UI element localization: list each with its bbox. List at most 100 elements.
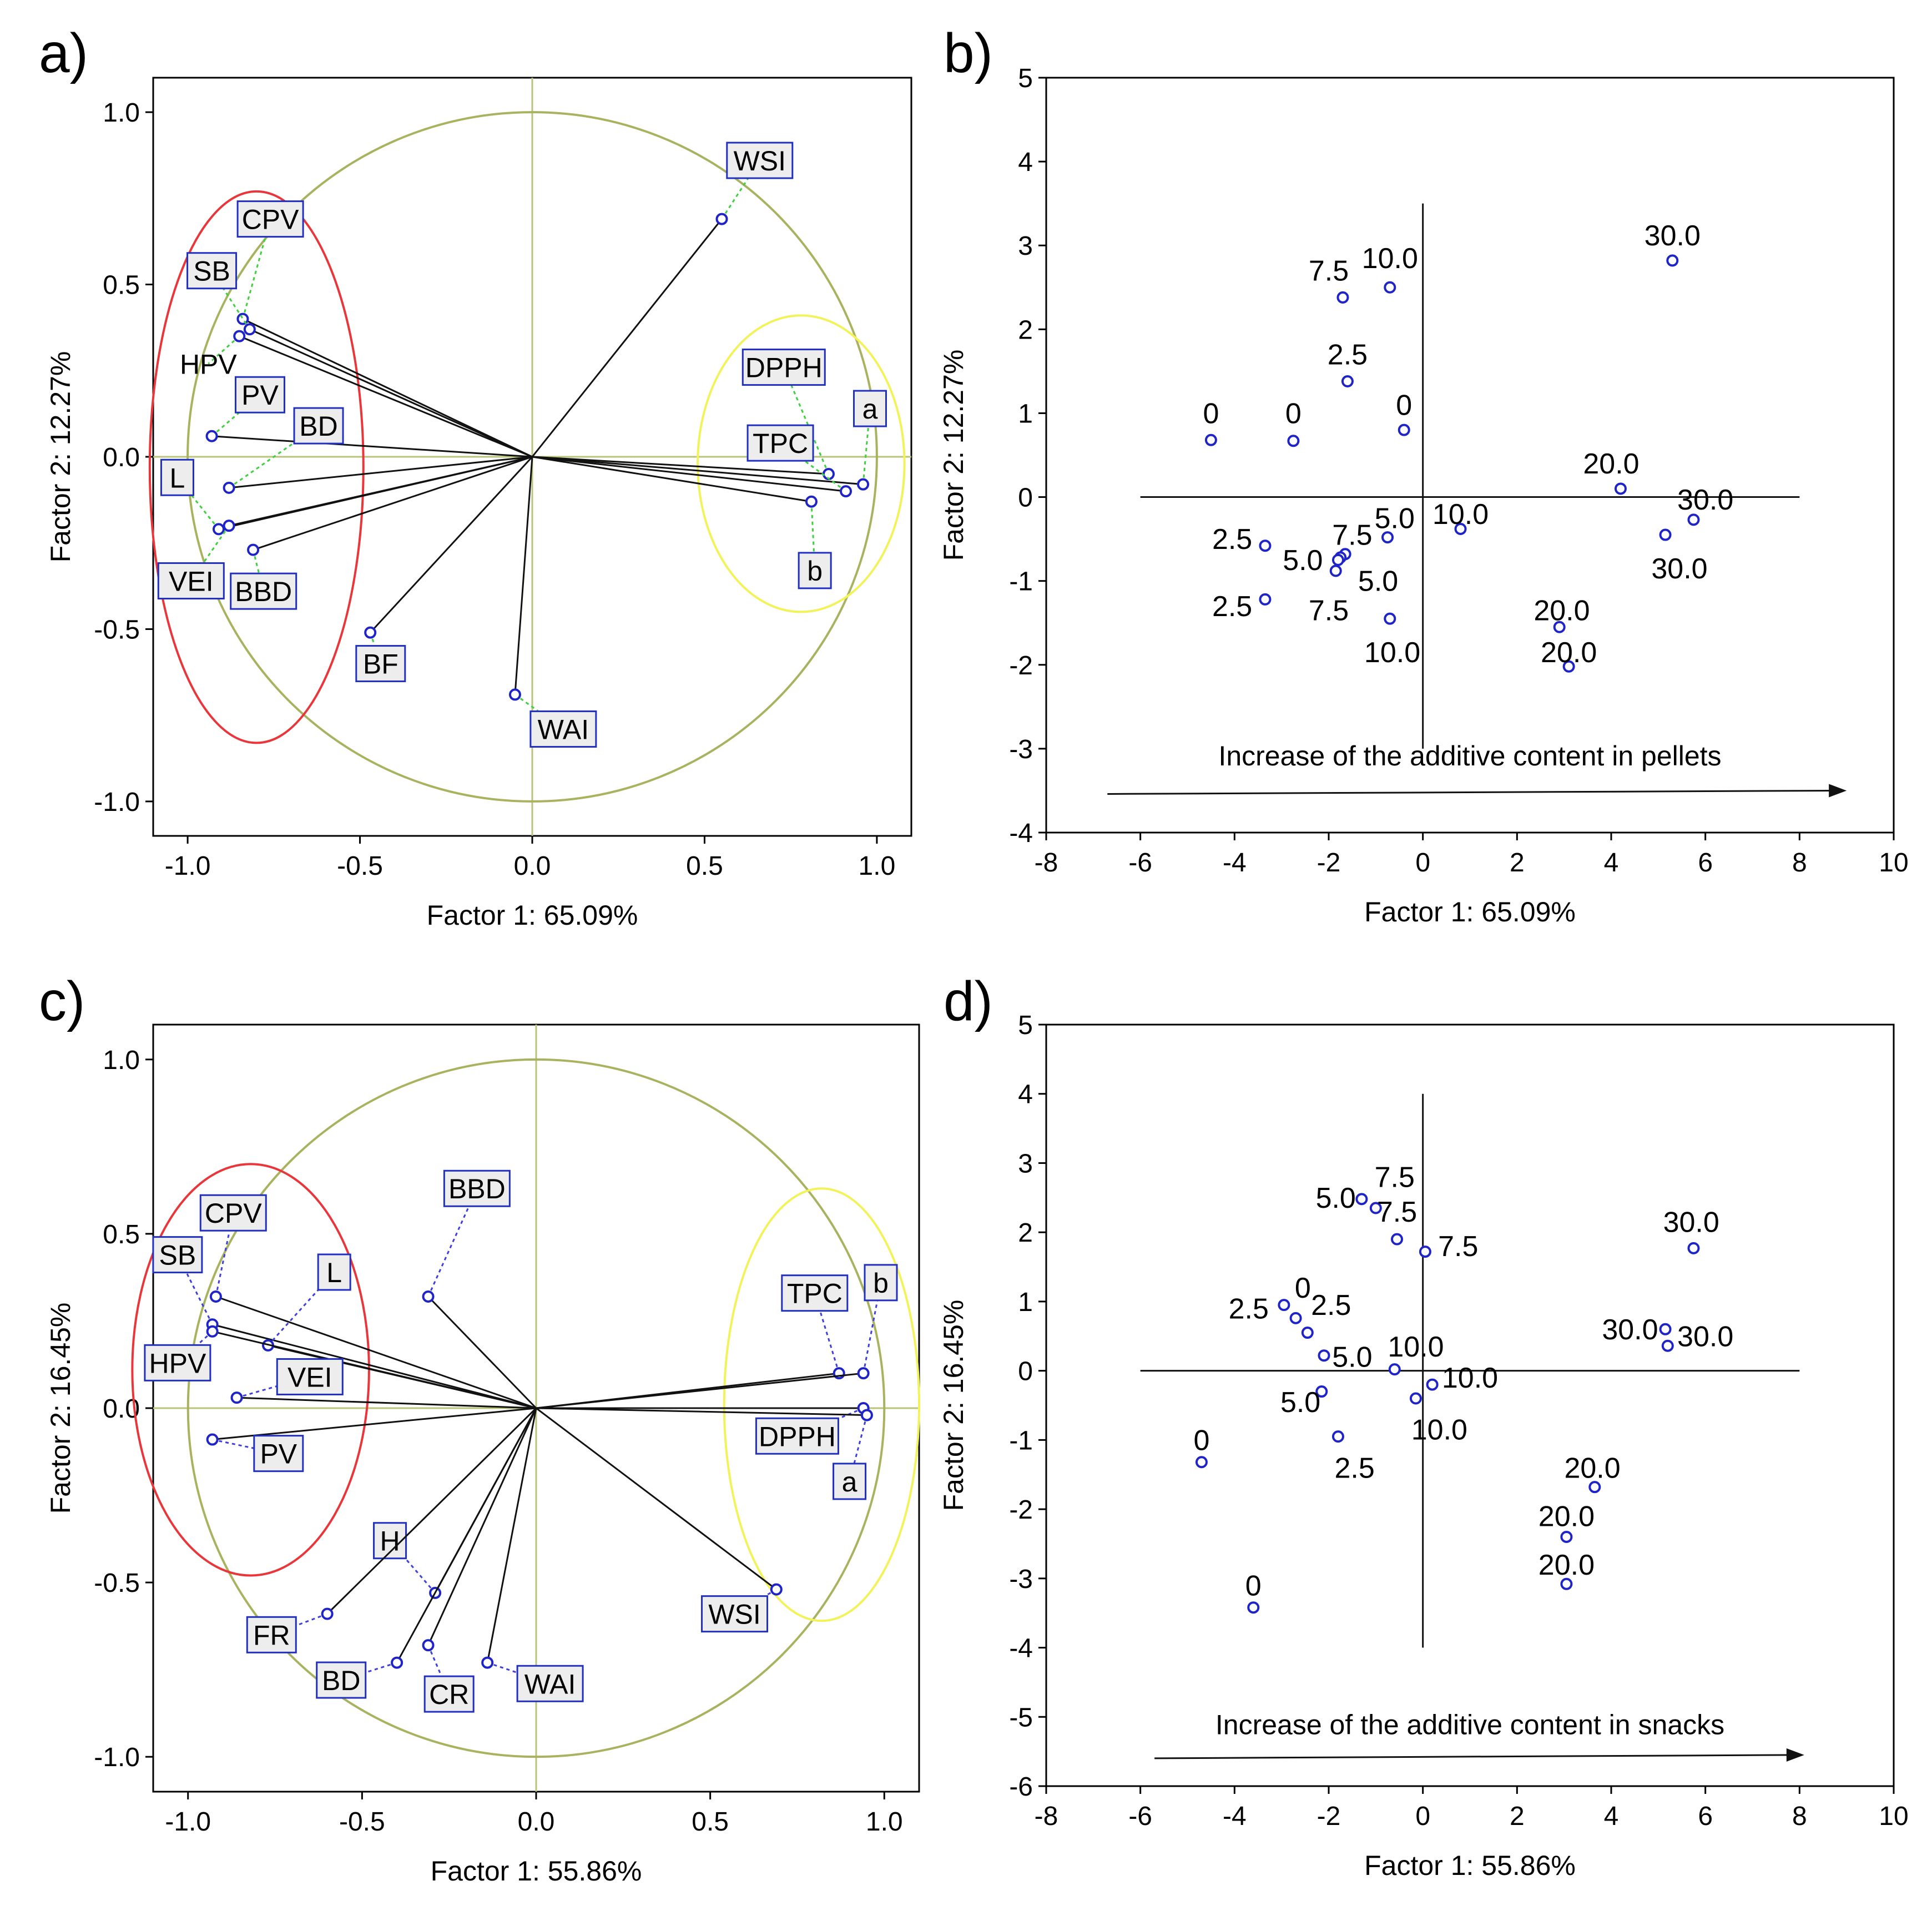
y-tick-label: 0	[1018, 483, 1033, 513]
score-point	[1331, 1430, 1344, 1443]
score-label: 5.0	[1358, 566, 1398, 598]
loading-point	[805, 495, 818, 508]
label-leader	[389, 1540, 436, 1594]
variable-label-box	[316, 1661, 367, 1699]
loading-vector	[427, 1295, 537, 1409]
score-point	[1247, 1601, 1260, 1614]
group-ellipse	[723, 1187, 921, 1622]
loading-vector	[536, 1372, 864, 1409]
variable-label: FR	[253, 1620, 290, 1651]
score-label: 0	[1245, 1570, 1262, 1602]
variable-label: a	[862, 394, 878, 425]
label-leader	[208, 335, 240, 365]
variable-label: WSI	[708, 1599, 760, 1630]
loading-point	[206, 1325, 219, 1338]
variable-label-box	[276, 1358, 344, 1395]
x-tick-label: 0	[1415, 1802, 1430, 1831]
panel-c: c)-1.0 -0.5 0.0 0.5 1.0-1.0-0.50.00.51.0Fact…	[39, 970, 921, 1887]
y-tick-label: -0.5	[94, 615, 140, 644]
loading-point	[364, 626, 377, 639]
y-tick-label: 0.0	[103, 443, 140, 472]
panel-label: d)	[944, 970, 993, 1032]
score-label: 10.0	[1364, 637, 1420, 669]
trend-arrow-head	[1829, 784, 1847, 798]
variable-label-box	[701, 1595, 769, 1633]
loading-vector	[532, 456, 864, 486]
score-label: 30.0	[1677, 484, 1733, 516]
loading-point	[230, 1391, 243, 1404]
score-point	[1388, 1363, 1401, 1376]
variable-label: DPPH	[759, 1421, 836, 1452]
variable-label-box	[157, 562, 225, 600]
variable-label-box	[230, 572, 297, 610]
loading-point	[321, 1607, 334, 1620]
loading-vector	[212, 1330, 537, 1409]
variable-label-box	[423, 1675, 475, 1713]
score-label: 10.0	[1442, 1362, 1498, 1394]
variable-label-box	[236, 200, 304, 238]
variable-label-box	[516, 1665, 584, 1702]
y-tick-label: -1	[1009, 1426, 1033, 1455]
variable-label: BD	[299, 411, 337, 442]
score-label: 7.5	[1309, 255, 1349, 288]
y-axis-label: Factor 2: 12.27%	[45, 351, 76, 563]
variable-label-box	[253, 1435, 304, 1473]
score-label: 7.5	[1438, 1231, 1478, 1263]
score-label: 0	[1396, 389, 1412, 421]
x-axis-label: Factor 1: 55.86%	[431, 1856, 642, 1887]
trend-annotation: Increase of the additive content in snac…	[1215, 1709, 1724, 1740]
x-tick-label: -4	[1223, 848, 1247, 878]
variable-label-box	[160, 458, 194, 496]
score-point	[1318, 1349, 1330, 1362]
loading-vector	[326, 1407, 537, 1615]
panel-a: a) -1.0 -0.5 0.0 0.5 1.0 -1.0 -0.5 0.0 0.5 1.0 Fact…	[39, 22, 912, 931]
loading-vector	[531, 218, 723, 457]
score-point	[1384, 281, 1396, 294]
score-label: 30.0	[1663, 1206, 1719, 1238]
label-leader	[211, 270, 251, 330]
y-tick-label: 1	[1018, 1288, 1033, 1317]
y-axis-label: Factor 2: 16.45%	[45, 1303, 76, 1514]
loading-point	[770, 1583, 783, 1596]
score-point	[1661, 1339, 1674, 1352]
loading-point	[223, 481, 235, 494]
x-tick-label: 0.5	[686, 851, 723, 881]
y-tick-label: 0.5	[103, 1220, 140, 1249]
variable-label-box	[317, 1253, 351, 1291]
variable-label: CPV	[205, 1198, 262, 1229]
x-tick-label: 8	[1792, 848, 1807, 878]
label-leader	[862, 1282, 882, 1374]
score-label: 0	[1203, 397, 1219, 430]
x-tick-label: 10	[1879, 848, 1908, 878]
loading-vector	[536, 1407, 867, 1416]
variable-label: PV	[241, 380, 279, 411]
y-tick-label: -1.0	[94, 1743, 140, 1772]
correlation-circle	[186, 111, 878, 803]
loading-vector	[242, 318, 533, 458]
score-label: 20.0	[1564, 1452, 1620, 1484]
score-label: 20.0	[1583, 448, 1639, 480]
variable-label: WSI	[734, 145, 786, 177]
score-label: 5.0	[1283, 544, 1323, 577]
score-label: 7.5	[1332, 520, 1372, 552]
x-tick-label: 0.0	[518, 1807, 555, 1837]
loading-vector	[229, 456, 533, 489]
loading-vector	[532, 456, 846, 492]
y-tick-label: -5	[1009, 1703, 1033, 1732]
variable-label: WAI	[524, 1668, 576, 1700]
label-leader	[176, 1330, 213, 1364]
score-point	[1659, 528, 1672, 541]
y-tick-label: -2	[1009, 651, 1033, 680]
variable-label: TPC	[753, 428, 808, 459]
score-point	[1301, 1327, 1314, 1339]
y-tick-label: -3	[1009, 1565, 1033, 1594]
score-point	[1195, 1456, 1208, 1469]
x-tick-label: 1.0	[859, 851, 896, 881]
y-tick-label: -1	[1009, 567, 1033, 597]
loading-vector	[514, 456, 533, 695]
panel-label: b)	[944, 22, 993, 84]
variable-label-box	[246, 1616, 297, 1653]
variable-label: DPPH	[745, 352, 823, 384]
y-tick-label: 0.5	[103, 271, 140, 300]
loading-point	[715, 213, 728, 225]
